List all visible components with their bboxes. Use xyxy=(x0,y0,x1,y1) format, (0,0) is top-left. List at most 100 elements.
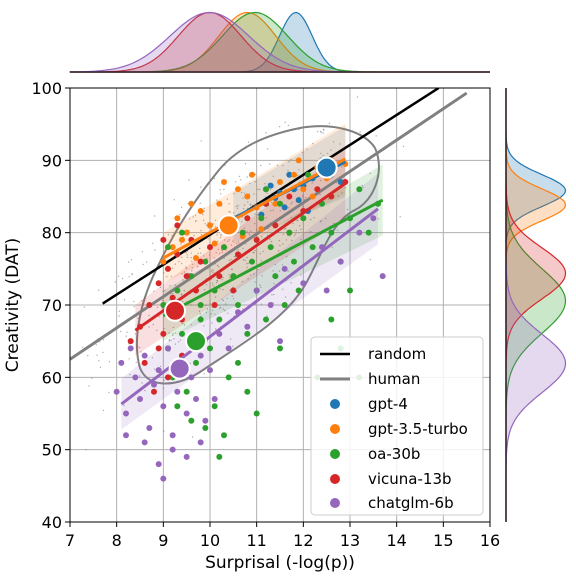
human-sample-dot xyxy=(156,306,159,308)
human-sample-dot xyxy=(185,266,187,268)
human-sample-dot xyxy=(142,263,144,266)
point-chatglm-6b xyxy=(207,367,213,374)
human-sample-dot xyxy=(249,182,251,185)
human-sample-dot xyxy=(306,148,308,150)
human-sample-dot xyxy=(191,267,193,269)
point-chatglm-6b xyxy=(174,388,181,395)
point-gpt-3-5-turbo xyxy=(249,171,255,178)
fit-band-gpt-3-5-turbo xyxy=(163,123,346,284)
human-sample-dot xyxy=(290,282,292,284)
point-gpt-3-5-turbo xyxy=(291,171,297,178)
point-gpt-4 xyxy=(286,171,293,178)
human-sample-dot xyxy=(220,193,222,195)
point-chatglm-6b xyxy=(132,374,139,381)
human-sample-dot xyxy=(248,233,250,236)
point-oa-30b xyxy=(160,302,167,308)
legend-gpt35-label: gpt-3.5-turbo xyxy=(368,420,468,438)
human-sample-dot xyxy=(290,203,292,205)
point-chatglm-6b xyxy=(323,287,330,294)
x-tick-label: 15 xyxy=(433,531,453,550)
human-sample-dot xyxy=(99,366,102,368)
human-sample-dot xyxy=(228,239,230,241)
human-sample-dot xyxy=(319,221,322,223)
point-gpt-3-5-turbo xyxy=(197,207,204,214)
human-sample-dot xyxy=(168,339,171,341)
human-sample-dot xyxy=(205,311,208,314)
point-vicuna-13b xyxy=(155,345,162,352)
point-vicuna-13b xyxy=(197,258,204,265)
human-sample-dot xyxy=(362,186,364,188)
point-oa-30b xyxy=(174,287,181,294)
x-tick-label: 10 xyxy=(200,531,220,550)
point-vicuna-13b xyxy=(314,186,321,193)
human-sample-dot xyxy=(254,281,256,283)
human-sample-dot xyxy=(99,341,101,343)
human-sample-dot xyxy=(238,175,241,178)
human-sample-dot xyxy=(300,228,302,231)
human-sample-dot xyxy=(242,208,245,210)
human-sample-dot xyxy=(247,262,249,264)
point-chatglm-6b xyxy=(141,439,148,446)
mean-marker-gpt-3-5-turbo xyxy=(217,214,240,237)
legend: random human gpt-4 gpt-3.5-turbo oa-30b … xyxy=(310,336,484,516)
human-sample-dot xyxy=(229,276,231,279)
point-oa-30b xyxy=(347,287,353,294)
human-sample-dot xyxy=(159,286,162,288)
point-gpt-3-5-turbo xyxy=(244,193,251,200)
human-sample-dot xyxy=(232,240,234,242)
y-tick-label: 40 xyxy=(42,513,62,532)
human-sample-dot xyxy=(269,189,271,191)
human-sample-dot xyxy=(186,256,189,258)
human-sample-dot xyxy=(118,315,120,317)
x-tick-label: 14 xyxy=(386,531,406,550)
human-sample-dot xyxy=(129,373,131,376)
human-sample-dot xyxy=(228,211,230,213)
human-sample-dot xyxy=(284,121,286,124)
point-oa-30b xyxy=(211,403,218,410)
human-sample-dot xyxy=(200,252,202,254)
human-sample-dot xyxy=(96,354,98,356)
human-sample-dot xyxy=(203,373,205,375)
human-sample-dot xyxy=(215,328,217,330)
human-sample-dot xyxy=(222,276,224,279)
human-sample-dot xyxy=(126,331,128,333)
human-sample-dot xyxy=(200,229,202,232)
human-sample-dot xyxy=(169,285,171,287)
human-sample-dot xyxy=(270,201,273,203)
human-sample-dot xyxy=(172,293,174,295)
human-sample-dot xyxy=(207,238,209,240)
human-sample-dot xyxy=(219,307,221,309)
human-sample-dot xyxy=(322,132,324,134)
human-sample-dot xyxy=(206,308,209,310)
human-sample-dot xyxy=(333,222,335,224)
x-tick-label: 12 xyxy=(293,531,313,550)
human-sample-dot xyxy=(172,334,174,337)
fit-band-oa-30b xyxy=(163,164,383,342)
human-sample-dot xyxy=(331,246,333,248)
point-oa-30b xyxy=(197,302,204,308)
point-chatglm-6b xyxy=(244,323,251,330)
human-sample-dot xyxy=(260,286,262,288)
human-sample-dot xyxy=(243,204,246,206)
human-sample-dot xyxy=(182,279,184,281)
human-sample-dot xyxy=(162,290,164,292)
human-sample-dot xyxy=(216,279,218,282)
point-gpt-3-5-turbo xyxy=(295,157,302,164)
human-sample-dot xyxy=(242,259,245,261)
human-sample-dot xyxy=(325,217,327,220)
point-oa-30b xyxy=(244,330,251,337)
human-sample-dot xyxy=(144,389,146,392)
human-sample-dot xyxy=(246,231,248,233)
human-sample-dot xyxy=(88,385,90,387)
human-sample-dot xyxy=(46,365,47,366)
point-oa-30b xyxy=(225,374,232,381)
human-sample-dot xyxy=(83,306,86,308)
human-sample-dot xyxy=(220,235,222,237)
x-tick-label: 16 xyxy=(480,531,500,550)
human-sample-dot xyxy=(225,249,227,251)
human-sample-dot xyxy=(287,124,290,127)
x-tick-label: 13 xyxy=(340,531,360,550)
human-sample-dot xyxy=(229,338,232,340)
human-sample-dot xyxy=(192,263,194,265)
